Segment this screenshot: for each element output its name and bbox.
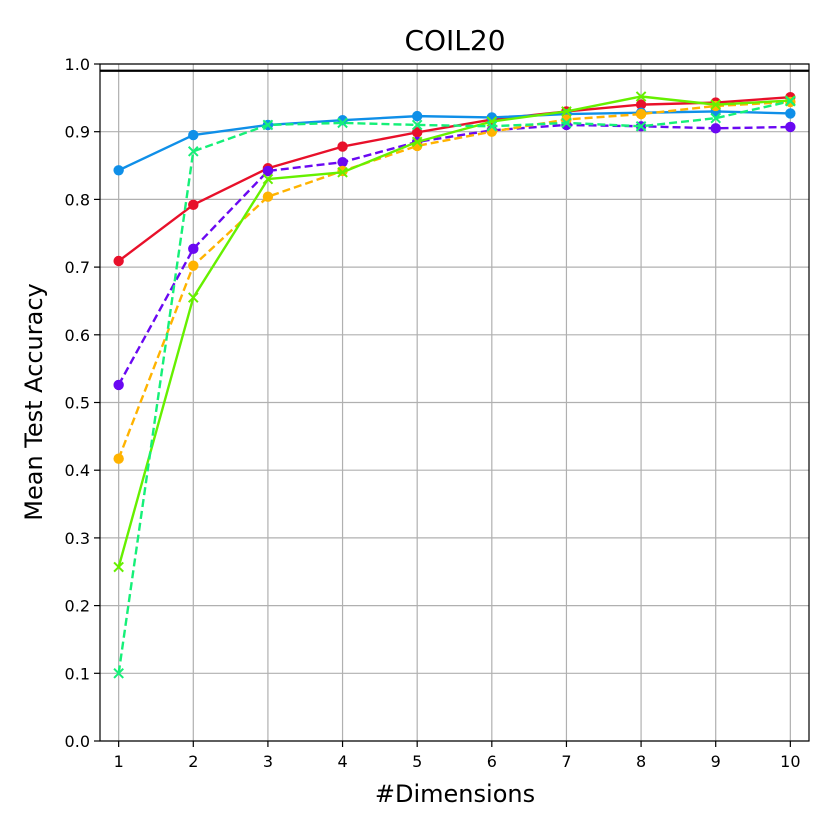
y-tick-label: 0.7 bbox=[65, 258, 90, 277]
data-point bbox=[187, 146, 199, 157]
data-point bbox=[113, 561, 124, 573]
y-tick-label: 0.5 bbox=[65, 394, 90, 413]
y-tick-label: 0.9 bbox=[65, 123, 90, 142]
y-tick-label: 1.0 bbox=[65, 55, 90, 74]
data-point bbox=[785, 121, 796, 133]
data-point bbox=[262, 165, 274, 177]
data-point bbox=[785, 95, 796, 107]
data-point bbox=[486, 120, 498, 132]
x-tick-label: 6 bbox=[487, 752, 497, 771]
y-axis-label: Mean Test Accuracy bbox=[20, 283, 48, 520]
chart-title: COIL20 bbox=[404, 24, 505, 57]
data-point bbox=[635, 91, 647, 102]
series-line bbox=[117, 95, 791, 568]
data-point bbox=[635, 108, 647, 120]
tick-layer: 1 2 3 4 5 6 7 8 9 10 0.0 0.1 0.2 0.3 0.4 0.5 0.6 0.7 0.8 0.… bbox=[65, 55, 801, 771]
data-point bbox=[113, 379, 124, 391]
x-tick-label: 5 bbox=[412, 752, 422, 771]
data-point bbox=[337, 141, 348, 152]
data-point bbox=[187, 292, 199, 303]
x-tick-label: 4 bbox=[337, 752, 347, 771]
data-point bbox=[710, 123, 721, 134]
data-point bbox=[337, 156, 348, 168]
y-tick-label: 0.1 bbox=[65, 664, 90, 683]
data-point bbox=[635, 99, 647, 110]
data-point bbox=[113, 453, 124, 464]
y-tick-label: 0.8 bbox=[65, 190, 90, 209]
grid-layer bbox=[100, 63, 809, 742]
x-tick-label: 9 bbox=[711, 752, 721, 771]
data-point bbox=[710, 112, 722, 124]
data-point bbox=[561, 117, 572, 129]
series-line bbox=[117, 95, 791, 262]
data-point bbox=[337, 167, 348, 178]
data-point bbox=[486, 126, 498, 137]
y-tick-label: 0.4 bbox=[65, 461, 90, 480]
y-tick-label: 0.0 bbox=[65, 732, 90, 751]
y-tick-label: 0.6 bbox=[65, 326, 90, 345]
series-line bbox=[117, 123, 791, 386]
series-layer bbox=[113, 91, 796, 679]
data-point bbox=[561, 106, 572, 117]
data-point bbox=[710, 99, 722, 110]
x-axis-label: #Dimensions bbox=[375, 780, 535, 808]
data-point bbox=[635, 120, 647, 132]
data-point bbox=[188, 260, 199, 271]
data-point bbox=[337, 117, 348, 129]
y-tick-label: 0.2 bbox=[65, 597, 90, 616]
x-tick-label: 3 bbox=[263, 752, 273, 771]
data-point bbox=[785, 108, 796, 119]
data-point bbox=[262, 173, 274, 185]
data-point bbox=[262, 119, 274, 131]
x-tick-label: 10 bbox=[780, 752, 800, 771]
data-point bbox=[411, 119, 423, 131]
data-point bbox=[262, 191, 274, 202]
x-tick-label: 2 bbox=[188, 752, 198, 771]
series-line bbox=[117, 100, 791, 460]
data-point bbox=[113, 255, 124, 267]
data-point bbox=[113, 165, 124, 176]
data-point bbox=[411, 136, 423, 148]
series-line bbox=[118, 110, 791, 172]
x-tick-label: 8 bbox=[636, 752, 646, 771]
x-tick-label: 1 bbox=[114, 752, 124, 771]
data-point bbox=[411, 110, 423, 122]
data-point bbox=[188, 129, 199, 141]
data-point bbox=[188, 199, 199, 211]
x-tick-label: 7 bbox=[561, 752, 571, 771]
y-tick-label: 0.3 bbox=[65, 529, 90, 548]
data-point bbox=[411, 127, 423, 138]
data-point bbox=[188, 243, 199, 255]
series-line bbox=[117, 100, 791, 674]
data-point bbox=[113, 667, 124, 679]
